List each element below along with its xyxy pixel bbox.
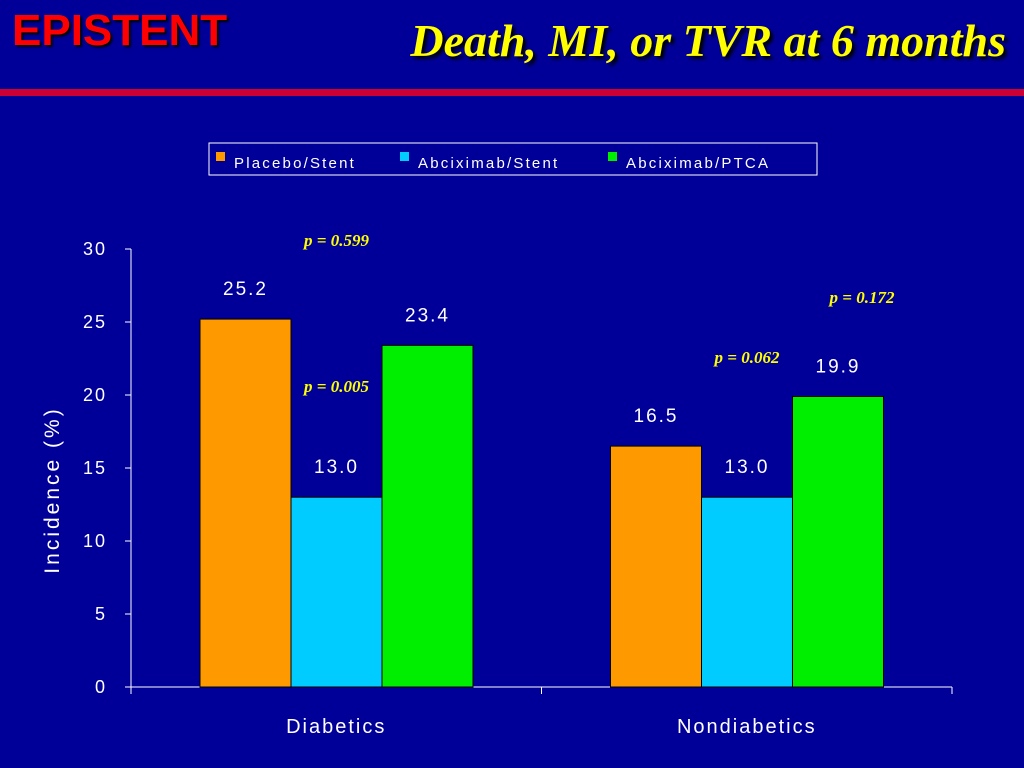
y-tick-label: 25 xyxy=(83,312,107,332)
bar-value-label: 19.9 xyxy=(816,356,861,377)
legend-box xyxy=(208,142,818,176)
y-tick-label: 0 xyxy=(95,677,107,697)
title-divider xyxy=(0,89,1024,96)
chart-bars xyxy=(199,318,884,688)
brand-logo: EPISTENT xyxy=(12,6,228,55)
bar xyxy=(381,344,474,688)
y-tick-label: 10 xyxy=(83,531,107,551)
y-tick-label: 15 xyxy=(83,458,107,478)
y-tick-label: 5 xyxy=(95,604,107,624)
legend-swatch xyxy=(400,152,409,161)
bar-value-label: 23.4 xyxy=(405,305,450,326)
legend-swatch xyxy=(608,152,617,161)
x-tick-label: Nondiabetics xyxy=(677,716,817,738)
legend-label: Placebo/Stent xyxy=(234,155,356,172)
bar-value-label: 25.2 xyxy=(223,279,268,300)
chart-annotations: p = 0.599 p = 0.005 p = 0.172 p = 0.062 xyxy=(302,231,895,396)
bar-value-label: 13.0 xyxy=(725,457,770,478)
bar-value-label: 13.0 xyxy=(314,457,359,478)
p-value-annotation: p = 0.599 xyxy=(302,231,369,250)
bar xyxy=(290,496,383,688)
bar xyxy=(610,445,702,688)
chart-data-labels: 25.2 16.5 13.0 13.0 23.4 19.9 xyxy=(223,279,861,478)
x-tick-label: Diabetics xyxy=(286,716,386,738)
y-axis-title: Incidence (%) xyxy=(41,406,64,573)
chart-axes: 0 5 10 15 20 25 30 Diabetics Nondiabetics Inciden… xyxy=(41,239,953,738)
y-tick-label: 20 xyxy=(83,385,107,405)
legend-swatch xyxy=(216,152,225,161)
p-value-annotation: p = 0.062 xyxy=(713,348,780,367)
bar xyxy=(701,496,793,688)
p-value-annotation: p = 0.005 xyxy=(302,377,369,396)
bar xyxy=(792,395,884,688)
chart-legend: Placebo/Stent Abciximab/Stent Abciximab/PT… xyxy=(208,142,818,176)
y-tick-label: 30 xyxy=(83,239,107,259)
legend-label: Abciximab/Stent xyxy=(418,155,559,172)
bar xyxy=(199,318,292,688)
slide-title: Death, MI, or TVR at 6 months xyxy=(410,15,1006,66)
legend-label: Abciximab/PTCA xyxy=(626,155,770,172)
p-value-annotation: p = 0.172 xyxy=(828,288,895,307)
bar-value-label: 16.5 xyxy=(634,406,679,427)
